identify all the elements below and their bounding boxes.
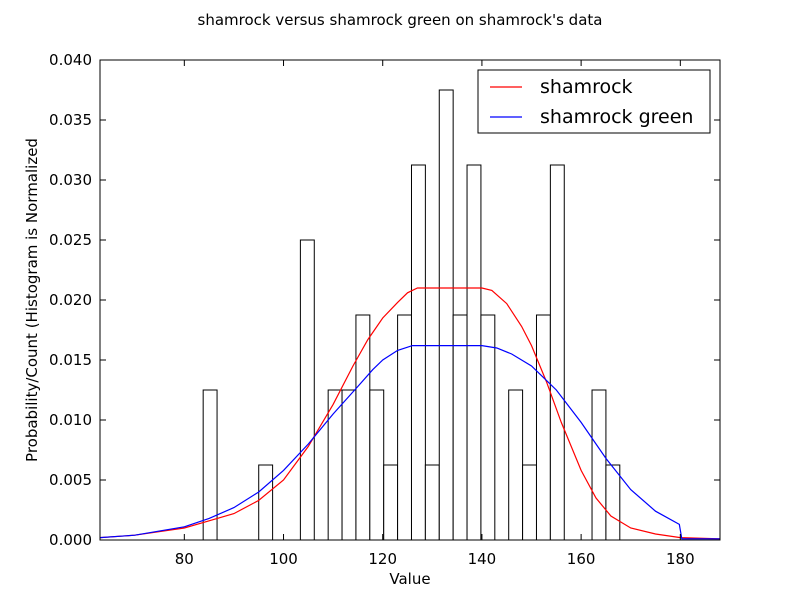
x-tick-label: 80 [175, 550, 194, 568]
histogram-bar [299, 239, 315, 541]
y-tick-label: 0.030 [49, 171, 92, 189]
histogram-bar [535, 314, 551, 541]
histogram-bar [424, 464, 440, 541]
legend-label-shamrock-green: shamrock green [540, 106, 693, 128]
legend: shamrock shamrock green [477, 69, 711, 134]
legend-box [477, 69, 711, 134]
histogram-bar [480, 314, 496, 541]
y-tick-label: 0.035 [49, 111, 92, 129]
histogram-bar [341, 389, 357, 541]
series-line-shamrock-green [99, 345, 720, 540]
histogram-bar [383, 464, 399, 541]
density-lines [99, 287, 721, 540]
histogram-bar [438, 89, 454, 541]
histogram-bar [452, 314, 468, 541]
legend-label-shamrock: shamrock [540, 76, 633, 98]
y-axis-label: Probability/Count (Histogram is Normaliz… [23, 138, 41, 462]
y-tick-label: 0.015 [49, 351, 92, 369]
x-tick-label: 180 [666, 550, 695, 568]
histogram-bar [605, 464, 621, 541]
y-tick-label: 0.005 [49, 471, 92, 489]
histogram-bar [549, 164, 565, 541]
x-axis-ticks: 80 100 120 140 160 180 [175, 60, 695, 568]
y-tick-label: 0.040 [49, 51, 92, 69]
x-axis-label: Value [389, 570, 430, 588]
histogram-bar [466, 164, 482, 541]
histogram-bar [508, 389, 524, 541]
histogram-bar [522, 464, 537, 541]
x-tick-label: 160 [567, 550, 596, 568]
y-tick-label: 0.000 [49, 531, 92, 549]
series-line-shamrock [99, 287, 721, 540]
histogram-bar [258, 464, 274, 541]
y-tick-label: 0.025 [49, 231, 92, 249]
histogram-bar [369, 389, 385, 541]
y-tick-label: 0.010 [49, 411, 92, 429]
x-tick-label: 100 [269, 550, 298, 568]
histogram-bar [410, 164, 426, 541]
x-tick-label: 140 [468, 550, 497, 568]
y-axis-ticks: 0.000 0.005 0.010 0.015 0.020 0.025 0.030 0.035… [49, 51, 720, 549]
x-tick-label: 120 [368, 550, 397, 568]
chart-title: shamrock versus shamrock green on shamro… [198, 11, 603, 29]
histogram-bar [591, 389, 607, 541]
y-tick-label: 0.020 [49, 291, 92, 309]
plot-area: 80 100 120 140 160 180 0.0000.0050.0100.0150.… [49, 51, 721, 568]
